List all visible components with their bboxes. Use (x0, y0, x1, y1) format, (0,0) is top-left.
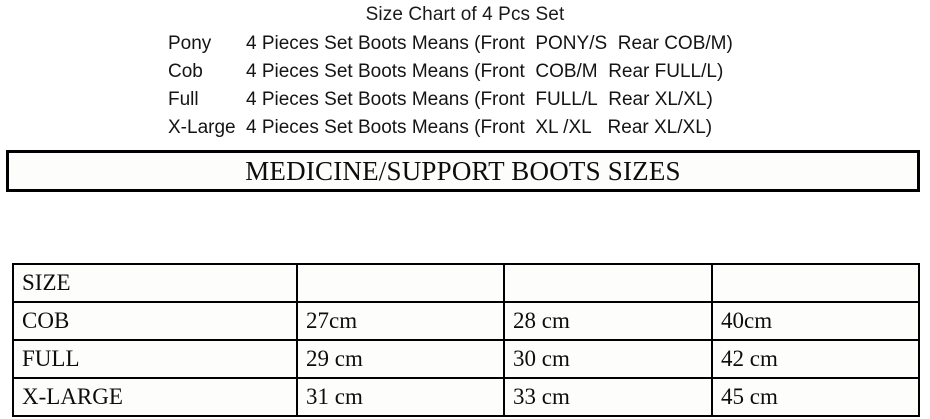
size-description-front: FULL/L (535, 89, 598, 110)
size-description-name: Cob (168, 61, 203, 82)
table-cell-size-label: FULL (12, 339, 298, 379)
size-description-rear: Rear COB/M) (617, 33, 733, 54)
page-title: Size Chart of 4 Pcs Set (365, 4, 565, 25)
table-cell-value-3: 42 cm (711, 339, 920, 379)
size-description-text: 4 Pieces Set Boots Means (Front (246, 117, 525, 138)
size-description-rear: Rear FULL/L) (608, 61, 724, 82)
size-table-container: SIZE COB 27cm 28 cm 40cm FULL 29 cm 30 c… (12, 263, 920, 417)
table-header-cell-4 (711, 263, 920, 303)
table-row: COB 27cm 28 cm 40cm (12, 301, 920, 341)
size-description-list: Pony 4 Pieces Set Boots Means (Front PON… (0, 30, 930, 142)
size-description-name: Full (168, 89, 199, 110)
size-description-front: COB/M (535, 61, 598, 82)
banner-title: MEDICINE/SUPPORT BOOTS SIZES (245, 156, 681, 186)
size-description-row: Cob 4 Pieces Set Boots Means (Front COB/… (168, 58, 930, 86)
table-cell-size-label: COB (12, 301, 298, 341)
size-description-front: XL /XL (535, 117, 592, 138)
size-description-rear: Rear XL/XL) (608, 89, 713, 110)
table-cell-value-2: 30 cm (503, 339, 713, 379)
size-description-text: 4 Pieces Set Boots Means (Front (246, 33, 525, 54)
medicine-support-boots-sizes-banner: MEDICINE/SUPPORT BOOTS SIZES (6, 150, 920, 192)
table-cell-value-1: 29 cm (296, 339, 505, 379)
table-row: X-LARGE 31 cm 33 cm 45 cm (12, 377, 920, 417)
size-description-name: Pony (168, 33, 212, 54)
table-header-cell-3 (503, 263, 713, 303)
size-description-name: X-Large (168, 117, 236, 138)
table-cell-value-3: 45 cm (711, 377, 920, 417)
size-chart-header-block: Size Chart of 4 Pcs Set Pony 4 Pieces Se… (0, 0, 930, 142)
table-header-cell-2 (296, 263, 505, 303)
size-description-row: Pony 4 Pieces Set Boots Means (Front PON… (168, 30, 930, 58)
table-cell-value-1: 31 cm (296, 377, 505, 417)
size-description-front: PONY/S (535, 33, 608, 54)
size-description-text: 4 Pieces Set Boots Means (Front (246, 89, 525, 110)
table-cell-value-2: 33 cm (503, 377, 713, 417)
size-table: SIZE COB 27cm 28 cm 40cm FULL 29 cm 30 c… (12, 263, 920, 417)
size-description-row: X-Large 4 Pieces Set Boots Means (Front … (168, 114, 930, 142)
table-row: FULL 29 cm 30 cm 42 cm (12, 339, 920, 379)
table-cell-size-label: X-LARGE (12, 377, 298, 417)
table-header-row: SIZE (12, 263, 920, 303)
size-description-row: Full 4 Pieces Set Boots Means (Front FUL… (168, 86, 930, 114)
table-header-cell-size: SIZE (12, 263, 298, 303)
size-description-rear: Rear XL/XL) (607, 117, 713, 138)
size-description-text: 4 Pieces Set Boots Means (Front (246, 61, 525, 82)
table-cell-value-3: 40cm (711, 301, 920, 341)
table-cell-value-1: 27cm (296, 301, 505, 341)
table-cell-value-2: 28 cm (503, 301, 713, 341)
